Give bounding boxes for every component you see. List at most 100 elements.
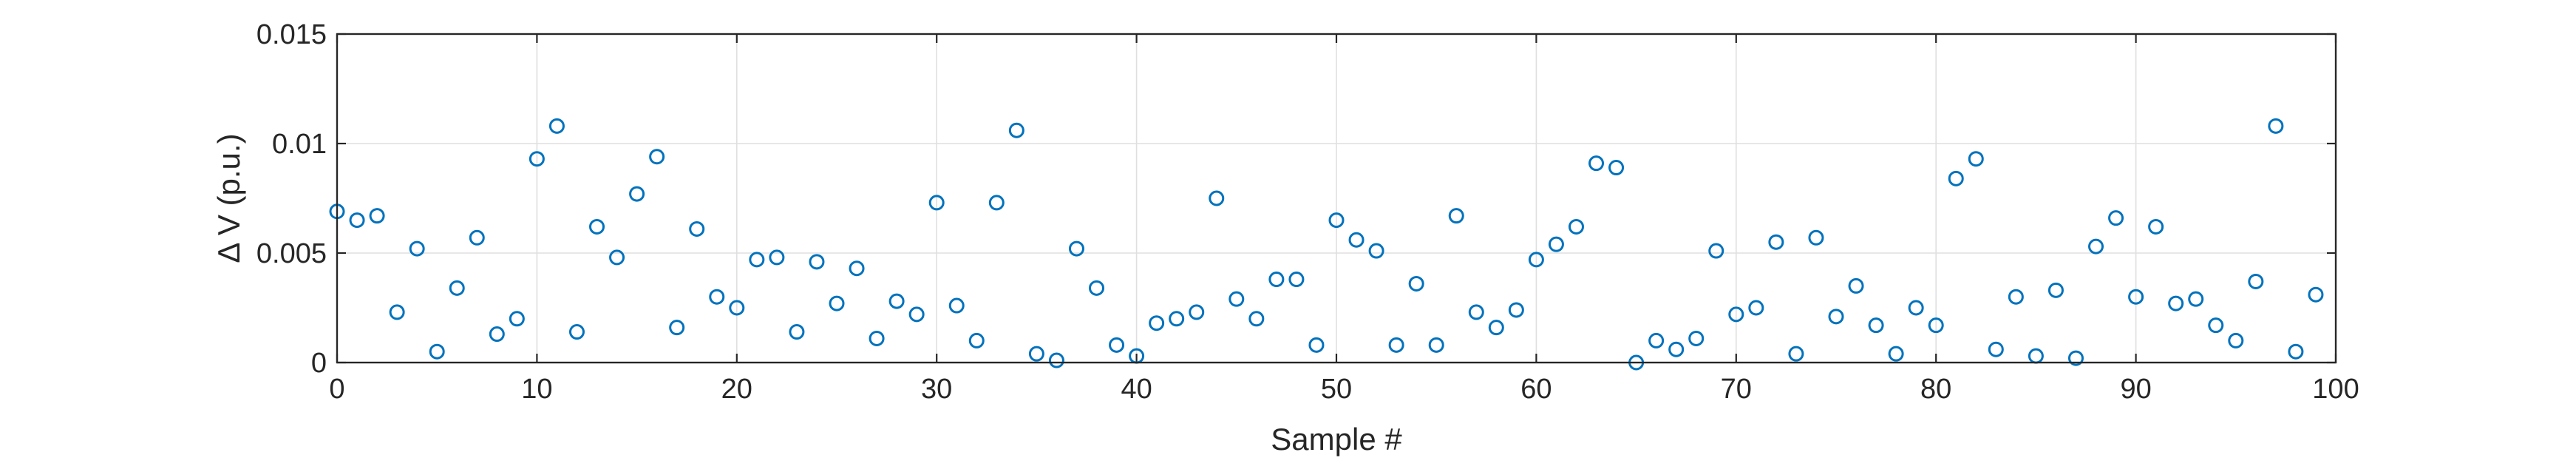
data-point xyxy=(749,252,765,268)
x-tick-label: 30 xyxy=(921,374,952,405)
data-point xyxy=(729,300,745,316)
data-point xyxy=(1448,208,1464,224)
data-point xyxy=(1068,240,1084,257)
data-point xyxy=(1648,332,1665,348)
plot-frame xyxy=(336,33,2337,364)
data-point xyxy=(1828,309,1844,325)
y-tick-label: 0.015 xyxy=(256,19,327,50)
data-point xyxy=(1668,341,1685,357)
data-point xyxy=(1988,341,2004,357)
data-point xyxy=(1428,337,1444,353)
data-point xyxy=(988,195,1005,211)
data-point xyxy=(2228,332,2244,348)
data-point xyxy=(509,311,525,327)
x-tick-label: 40 xyxy=(1121,374,1152,405)
data-point xyxy=(548,118,565,134)
x-tick-label: 60 xyxy=(1520,374,1552,405)
data-point xyxy=(589,218,605,235)
y-axis: 0 0.005 0.01 0.015 xyxy=(256,19,2336,379)
x-tick-label: 100 xyxy=(2312,374,2359,405)
data-point xyxy=(1209,190,1225,206)
data-series xyxy=(329,118,2324,371)
x-axis: 0 10 20 30 40 50 60 70 80 90 100 xyxy=(329,34,2359,405)
data-point xyxy=(2047,282,2064,298)
data-point xyxy=(1948,170,1964,186)
data-point xyxy=(568,324,585,340)
data-point xyxy=(2268,118,2284,134)
data-point xyxy=(1008,122,1024,138)
data-point xyxy=(849,260,865,277)
data-point xyxy=(629,186,645,202)
data-point xyxy=(1868,317,1884,334)
x-tick-label: 90 xyxy=(2120,374,2151,405)
data-point xyxy=(1388,337,1404,353)
data-point xyxy=(2008,289,2024,305)
x-axis-label: Sample # xyxy=(1271,422,1402,457)
data-point xyxy=(1488,320,1504,336)
data-point xyxy=(429,343,445,360)
data-point xyxy=(2168,295,2184,311)
data-point xyxy=(1928,317,1944,334)
data-point xyxy=(789,324,805,340)
data-point xyxy=(1109,337,1125,353)
data-point xyxy=(1548,236,1564,252)
y-tick-label: 0 xyxy=(311,348,327,379)
data-point xyxy=(2088,238,2104,255)
data-point xyxy=(1848,277,1864,294)
data-point xyxy=(609,249,625,266)
data-point xyxy=(469,229,485,246)
data-point xyxy=(1528,252,1544,268)
data-point xyxy=(649,149,665,165)
data-point xyxy=(1368,243,1384,259)
data-point xyxy=(1149,315,1165,331)
data-point xyxy=(1808,229,1824,246)
data-point xyxy=(1608,160,1625,176)
data-point xyxy=(2288,343,2304,360)
y-tick-label: 0.005 xyxy=(256,238,327,269)
x-tick-label: 70 xyxy=(1721,374,1752,405)
data-point xyxy=(829,295,845,311)
data-point xyxy=(869,330,885,346)
data-point xyxy=(1968,151,1984,167)
x-tick-label: 10 xyxy=(521,374,552,405)
data-point xyxy=(1888,346,1904,362)
x-tick-label: 0 xyxy=(329,374,344,405)
x-tick-label: 50 xyxy=(1321,374,1352,405)
y-axis-label: Δ V (p.u.) xyxy=(211,133,246,263)
data-point xyxy=(1748,300,1764,316)
data-point xyxy=(669,320,685,336)
data-point xyxy=(1228,291,1245,307)
data-point xyxy=(2248,273,2264,289)
y-tick-label: 0.01 xyxy=(272,129,327,160)
data-point xyxy=(1248,311,1265,327)
data-point xyxy=(1588,155,1605,172)
data-point xyxy=(1568,218,1584,235)
data-point xyxy=(349,212,365,229)
data-point xyxy=(968,332,985,348)
data-point xyxy=(2188,291,2204,307)
data-point xyxy=(1169,311,1185,327)
data-point xyxy=(928,195,945,211)
data-point xyxy=(769,249,785,266)
data-point xyxy=(1408,275,1424,292)
data-point xyxy=(1048,352,1064,368)
data-point xyxy=(1028,346,1044,362)
data-point xyxy=(1328,212,1345,229)
data-point xyxy=(1468,304,1484,320)
x-tick-label: 80 xyxy=(1920,374,1951,405)
data-point xyxy=(2067,350,2084,366)
data-point xyxy=(489,326,505,343)
data-point xyxy=(1728,306,1744,323)
data-point xyxy=(1288,272,1305,288)
data-point xyxy=(1688,330,1705,346)
data-point xyxy=(2208,317,2224,334)
data-point xyxy=(1508,302,1524,318)
data-point xyxy=(2108,210,2124,226)
x-tick-label: 20 xyxy=(721,374,752,405)
data-point xyxy=(908,306,925,323)
data-point xyxy=(409,240,425,257)
data-point xyxy=(1908,300,1924,316)
data-point xyxy=(1268,272,1285,288)
data-point xyxy=(389,304,405,320)
